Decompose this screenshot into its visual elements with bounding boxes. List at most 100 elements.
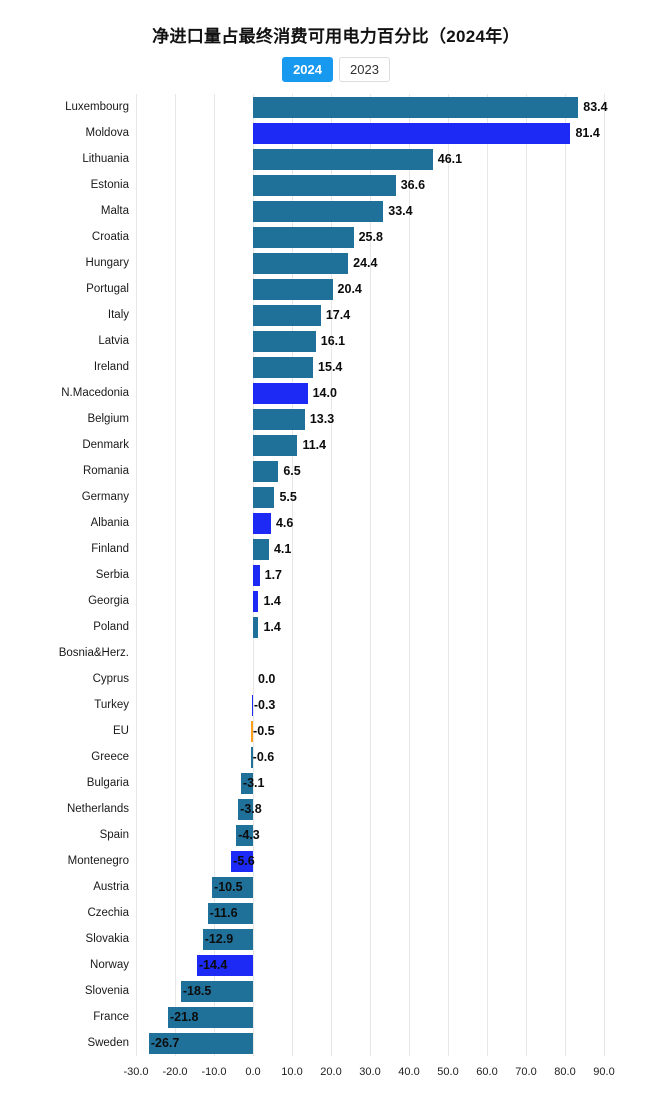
bar[interactable] [231, 850, 253, 872]
bar[interactable] [253, 356, 314, 378]
bar-row: Netherlands -3.8 [0, 796, 672, 822]
value-label: 24.4 [353, 256, 378, 270]
bar-row: Ireland 15.4 [0, 354, 672, 380]
value-label: 33.4 [388, 204, 413, 218]
bar[interactable] [253, 200, 384, 222]
value-label: 6.5 [283, 464, 301, 478]
category-label: Italy [107, 309, 129, 321]
value-label: 4.6 [275, 516, 294, 530]
plot-cell: 15.4 [137, 354, 668, 380]
value-label: 4.1 [273, 542, 292, 556]
plot-cell: -3.8 [137, 796, 668, 822]
category-label: France [93, 1011, 129, 1023]
bar[interactable] [148, 1032, 253, 1054]
category-label: N.Macedonia [61, 387, 129, 399]
category-label: Ireland [93, 361, 129, 373]
x-tick-label: 60.0 [476, 1066, 498, 1078]
category-label: Spain [99, 829, 129, 841]
bar-row: Turkey -0.3 [0, 692, 672, 718]
x-tick-label: 10.0 [281, 1066, 303, 1078]
bar[interactable] [196, 954, 253, 976]
bar[interactable] [202, 928, 253, 950]
bar[interactable] [253, 174, 396, 196]
gridline [175, 94, 176, 1056]
bar-row: Hungary 24.4 [0, 250, 672, 276]
value-label: 1.4 [263, 620, 281, 634]
value-label: -21.8 [169, 1010, 199, 1024]
category-label: Malta [100, 205, 129, 217]
bar[interactable] [167, 1006, 253, 1028]
plot-cell: 25.8 [137, 224, 668, 250]
bar[interactable] [250, 746, 253, 768]
plot-cell: 46.1 [137, 146, 668, 172]
bar-row: Albania 4.6 [0, 510, 672, 536]
value-label: 83.4 [583, 100, 608, 114]
category-label: Sweden [87, 1037, 129, 1049]
bar[interactable] [236, 824, 253, 846]
plot-cell: 14.0 [137, 380, 668, 406]
bar-row: Czechia -11.6 [0, 900, 672, 926]
plot-cell: 81.4 [137, 120, 668, 146]
bar[interactable] [253, 408, 305, 430]
bar-row: Slovenia -18.5 [0, 978, 672, 1004]
x-tick-label: 70.0 [515, 1066, 537, 1078]
bar[interactable] [238, 798, 253, 820]
bar[interactable] [251, 694, 254, 716]
plot-cell: -11.6 [137, 900, 668, 926]
plot-cell: 11.4 [137, 432, 668, 458]
bar[interactable] [253, 148, 433, 170]
bar[interactable] [180, 980, 253, 1002]
value-label: 16.1 [320, 334, 346, 348]
bar[interactable] [253, 616, 259, 638]
plot-cell: -18.5 [137, 978, 668, 1004]
value-label: -3.8 [240, 802, 262, 816]
bar-row: Sweden -26.7 [0, 1030, 672, 1056]
legend-button-2024[interactable]: 2024 [282, 57, 333, 82]
value-label: 17.4 [325, 308, 351, 322]
plot-cell: -14.4 [137, 952, 668, 978]
bar[interactable] [253, 382, 308, 404]
category-label: Luxembourg [65, 101, 129, 113]
value-label: 11.4 [302, 438, 327, 452]
plot-cell: 20.4 [137, 276, 668, 302]
bar[interactable] [253, 252, 349, 274]
legend-button-2023[interactable]: 2023 [339, 57, 390, 82]
bar-row: Austria -10.5 [0, 874, 672, 900]
value-label: 36.6 [400, 178, 426, 192]
bar[interactable] [253, 122, 571, 144]
bar-row: Romania 6.5 [0, 458, 672, 484]
bar[interactable] [207, 902, 253, 924]
bar[interactable] [253, 486, 275, 508]
bar[interactable] [253, 538, 269, 560]
x-tick-label: 80.0 [554, 1066, 576, 1078]
bar[interactable] [251, 720, 253, 742]
bar[interactable] [240, 772, 253, 794]
bar[interactable] [253, 304, 321, 326]
value-label: 81.4 [575, 126, 600, 140]
bar-row: Lithuania 46.1 [0, 146, 672, 172]
bar-row: Luxembourg 83.4 [0, 94, 672, 120]
chart-title: 净进口量占最终消费可用电力百分比（2024年） [152, 27, 520, 46]
value-label: -18.5 [182, 984, 212, 998]
bar-row: Finland 4.1 [0, 536, 672, 562]
gridline [370, 94, 371, 1056]
value-label: 5.5 [279, 490, 297, 504]
plot-cell: -0.3 [137, 692, 668, 718]
bar[interactable] [253, 330, 316, 352]
bar[interactable] [253, 278, 333, 300]
category-label: Germany [81, 491, 129, 503]
x-tick-label: 30.0 [359, 1066, 381, 1078]
plot-cell: 4.6 [137, 510, 668, 536]
bar[interactable] [253, 226, 354, 248]
bar[interactable] [253, 96, 579, 118]
gridline [604, 94, 605, 1056]
bar-row: Spain -4.3 [0, 822, 672, 848]
bar[interactable] [253, 512, 271, 534]
bar[interactable] [212, 876, 253, 898]
plot-cell: 1.7 [137, 562, 668, 588]
bar[interactable] [253, 460, 279, 482]
bar[interactable] [253, 434, 298, 456]
bar[interactable] [253, 590, 259, 612]
category-label: Bosnia&Herz. [58, 647, 129, 659]
bar[interactable] [253, 564, 260, 586]
